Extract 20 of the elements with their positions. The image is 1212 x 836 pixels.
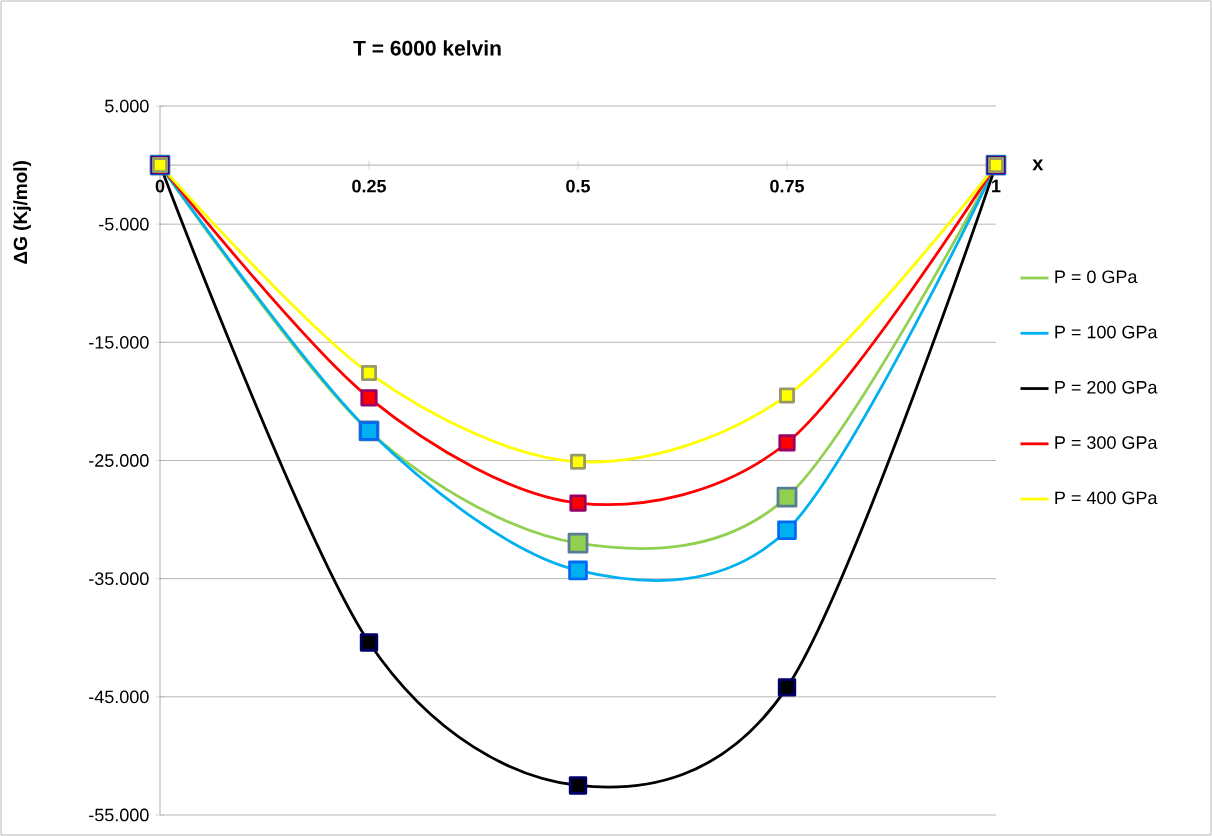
- legend-label: P = 0 GPa: [1055, 270, 1138, 284]
- x-tick-label: 0.75: [770, 179, 805, 193]
- y-axis-title: ΔG (Kj/mol): [13, 161, 31, 264]
- legend-label: P = 300 GPa: [1055, 436, 1158, 449]
- x-axis-title: x: [1032, 159, 1044, 171]
- legend-label: P = 400 GPa: [1055, 491, 1158, 505]
- x-tick-label: 0: [155, 179, 165, 193]
- y-tick-label: -25.000: [89, 454, 149, 467]
- y-tick-label: -45.000: [89, 690, 149, 704]
- y-tick-label: -55.000: [89, 808, 149, 822]
- y-tick-label: -35.000: [89, 572, 149, 586]
- x-tick-label: 0.25: [352, 179, 387, 193]
- chart-title: T = 6000 kelvin: [353, 40, 501, 56]
- x-tick-label: 0.5: [566, 179, 591, 193]
- x-tick-label: 1: [992, 179, 1001, 193]
- y-tick-label: -15.000: [89, 335, 149, 349]
- legend-label: P = 100 GPa: [1055, 325, 1158, 339]
- y-tick-label: -5.000: [99, 217, 149, 231]
- legend-label: P = 200 GPa: [1055, 380, 1158, 394]
- y-tick-label: 5.000: [105, 99, 149, 113]
